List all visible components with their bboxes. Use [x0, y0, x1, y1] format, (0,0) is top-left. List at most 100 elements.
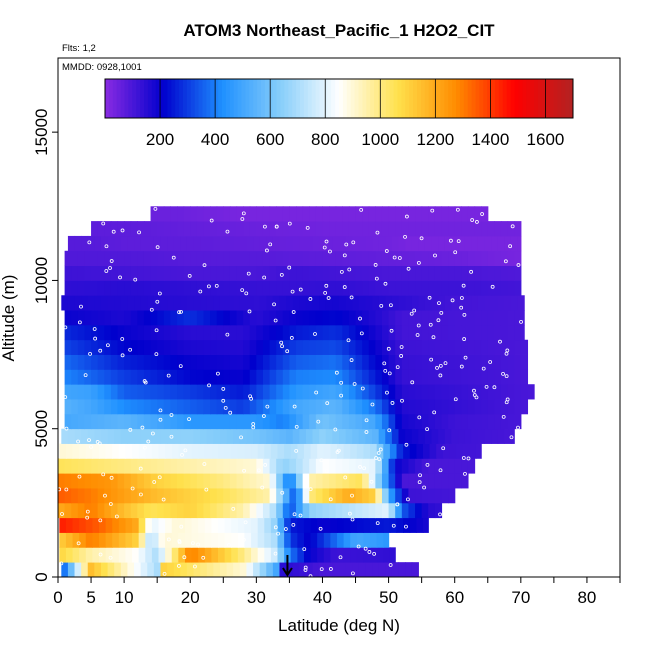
heatmap-cell	[381, 458, 390, 474]
heatmap-cell	[203, 354, 211, 370]
heatmap-cell	[269, 369, 277, 385]
sample-point	[294, 448, 299, 453]
heatmap-cell	[500, 384, 509, 400]
heatmap-cell	[104, 384, 112, 400]
heatmap-cell	[160, 562, 168, 577]
heatmap-cell	[322, 369, 330, 385]
heatmap-cell	[114, 428, 122, 444]
heatmap-cell	[481, 250, 489, 266]
sample-point	[433, 253, 437, 258]
colorbar-segment	[487, 79, 492, 118]
heatmap-cell	[125, 532, 133, 548]
heatmap-cell	[216, 413, 224, 430]
heatmap-cell	[514, 265, 522, 281]
heatmap-cell	[403, 443, 411, 459]
heatmap-cell	[157, 488, 165, 504]
heatmap-cell	[84, 413, 92, 430]
heatmap-cell	[143, 221, 152, 237]
heatmap-cell	[249, 339, 257, 355]
heatmap-cell	[237, 517, 246, 533]
heatmap-cell	[270, 443, 279, 459]
sample-point	[343, 475, 348, 480]
heatmap-cell	[81, 235, 89, 252]
heatmap-cell	[395, 488, 403, 504]
heatmap-cell	[98, 532, 107, 548]
heatmap-cell	[190, 399, 198, 415]
heatmap-cell	[91, 339, 99, 355]
sample-point	[214, 283, 219, 288]
heatmap-cell	[396, 443, 404, 459]
heatmap-cell	[510, 235, 519, 252]
heatmap-cell	[163, 280, 171, 296]
heatmap-cell	[421, 488, 429, 504]
heatmap-cell	[137, 221, 145, 237]
heatmap-cell	[375, 399, 383, 415]
heatmap-cell	[112, 517, 120, 533]
heatmap-cell	[494, 369, 502, 385]
colorbar-segment	[514, 79, 519, 118]
heatmap-cell	[398, 428, 406, 444]
heatmap-cell	[114, 235, 122, 252]
heatmap-cell	[243, 265, 251, 281]
heatmap-cell	[200, 295, 208, 311]
heatmap-cell	[363, 517, 371, 533]
sample-point	[292, 512, 297, 517]
heatmap-cell	[72, 532, 80, 548]
heatmap-cell	[196, 413, 205, 430]
heatmap-cell	[500, 280, 509, 296]
heatmap-cell	[467, 250, 476, 266]
heatmap-cell	[388, 265, 396, 281]
heatmap-cell	[190, 473, 198, 489]
heatmap-cell	[451, 235, 459, 252]
heatmap-cell	[352, 562, 360, 577]
heatmap-cell	[157, 399, 165, 415]
heatmap-cell	[196, 280, 205, 296]
heatmap-cell	[289, 339, 297, 355]
heatmap-cell	[441, 399, 449, 415]
heatmap-cell	[216, 473, 224, 489]
heatmap-cell	[322, 206, 330, 222]
heatmap-cell	[276, 413, 284, 430]
colorbar-segment	[296, 79, 301, 118]
heatmap-cell	[269, 413, 277, 430]
heatmap-cell	[451, 428, 459, 444]
heatmap-cell	[256, 384, 264, 400]
heatmap-cell	[356, 517, 365, 533]
heatmap-cell	[438, 428, 446, 444]
heatmap-cell	[229, 413, 238, 430]
heatmap-cell	[309, 339, 317, 355]
heatmap-cell	[160, 295, 168, 311]
heatmap-cell	[243, 502, 251, 519]
sample-point	[76, 439, 80, 444]
heatmap-cell	[196, 399, 205, 415]
colorbar-segment	[397, 79, 402, 118]
heatmap-cell	[157, 473, 165, 489]
heatmap-cell	[441, 488, 449, 504]
heatmap-cell	[355, 369, 363, 385]
heatmap-cell	[289, 502, 297, 519]
heatmap-cell	[494, 384, 502, 400]
heatmap-cell	[481, 265, 489, 281]
heatmap-cell	[335, 369, 343, 385]
sample-point	[432, 410, 437, 415]
heatmap-cell	[500, 354, 509, 370]
heatmap-cell	[104, 310, 112, 326]
heatmap-cell	[352, 428, 360, 444]
heatmap-cell	[517, 295, 525, 311]
sample-point	[108, 555, 113, 560]
heatmap-cell	[408, 502, 416, 519]
colorbar-segment	[479, 79, 484, 118]
sample-point	[87, 240, 92, 245]
sample-point	[385, 390, 389, 395]
heatmap-cell	[408, 265, 416, 281]
colorbar-segment	[335, 79, 340, 118]
heatmap-cell	[461, 221, 469, 237]
heatmap-cell	[409, 443, 417, 459]
heatmap-cell	[309, 206, 317, 222]
heatmap-cell	[210, 324, 218, 341]
heatmap-cell	[330, 532, 338, 548]
sample-point	[246, 271, 251, 276]
sample-point	[291, 522, 296, 527]
heatmap-cell	[342, 369, 350, 385]
